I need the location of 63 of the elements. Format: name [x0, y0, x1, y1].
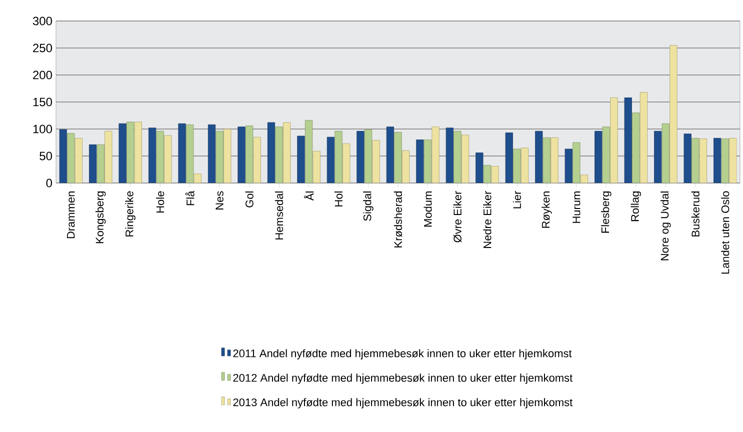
y-tick-label: 100 — [33, 124, 52, 134]
bar — [118, 123, 126, 183]
x-tick-label: Hemsedal — [275, 192, 284, 240]
legend-label: 2013 Andel nyfødte med hjemmebesøk innen to uker etter hjemkomst — [233, 398, 573, 408]
x-tick-label: Nore og Uvdal — [660, 192, 671, 260]
bar — [326, 136, 335, 183]
bar — [640, 92, 648, 183]
x-tick-label: Modum — [424, 192, 432, 227]
bar — [89, 144, 97, 183]
x-tick-label: Krødsherad — [394, 192, 402, 248]
x-tick-label: Drammen — [67, 192, 75, 238]
x-tick-label: Ål — [304, 192, 314, 201]
bar — [505, 132, 513, 183]
bar — [610, 97, 618, 183]
bar — [454, 130, 462, 183]
bar — [476, 152, 484, 183]
bar — [564, 148, 572, 183]
x-tick-label: Ringerike — [125, 191, 136, 236]
x-tick-label: Lier — [512, 190, 522, 208]
x-tick-label: Landet uten Oslo — [721, 191, 730, 274]
y-tick-label: 250 — [33, 44, 52, 52]
bar — [446, 128, 454, 183]
x-tick-label: Hurum — [572, 192, 580, 223]
x-tick-label: Kongsberg — [95, 192, 106, 244]
bar — [386, 126, 394, 183]
bar — [356, 130, 364, 183]
y-tick-label: 200 — [33, 70, 52, 80]
x-tick-label: Nes — [216, 191, 224, 210]
y-tick-label: 300 — [32, 16, 52, 26]
x-tick-label: Nedre Eiker — [483, 191, 492, 248]
bar — [624, 97, 632, 183]
bar — [714, 138, 722, 183]
x-tick-label: Sigdal — [363, 192, 374, 221]
bar — [148, 128, 156, 183]
bar — [178, 123, 186, 183]
bar — [416, 140, 424, 183]
y-tick-label: 50 — [40, 152, 52, 160]
x-tick-label: Buskerud — [691, 192, 700, 236]
y-tick-label: 150 — [33, 98, 52, 106]
bar — [670, 45, 678, 183]
bar — [297, 136, 305, 183]
bar — [238, 126, 246, 183]
bar — [394, 132, 402, 183]
y-tick-label: 0 — [46, 178, 52, 188]
bar — [684, 134, 692, 183]
x-tick-label: Hol — [334, 192, 343, 206]
x-tick-label: Flesberg — [601, 192, 612, 233]
bar — [491, 166, 499, 183]
x-tick-label: Flå — [185, 190, 194, 206]
x-tick-label: Hole — [156, 191, 164, 213]
legend-label: 2012 Andel nyfødte med hjemmebesøk innen to uker etter hjemkomst — [233, 374, 573, 384]
bar — [208, 124, 216, 183]
legend-label: 2011 Andel nyfødte med hjemmebesøk innen to uker etter hjemkomst — [233, 349, 572, 360]
x-tick-label: Røyken — [542, 192, 552, 228]
bar — [535, 130, 543, 183]
bar — [267, 122, 276, 183]
bar — [550, 137, 558, 183]
x-tick-label: Øvre Eiker — [453, 190, 462, 242]
bar — [59, 129, 67, 183]
bar — [654, 130, 662, 183]
x-tick-label: Rollag — [630, 192, 642, 222]
bar — [594, 130, 602, 183]
x-tick-label: Gol — [245, 192, 254, 208]
